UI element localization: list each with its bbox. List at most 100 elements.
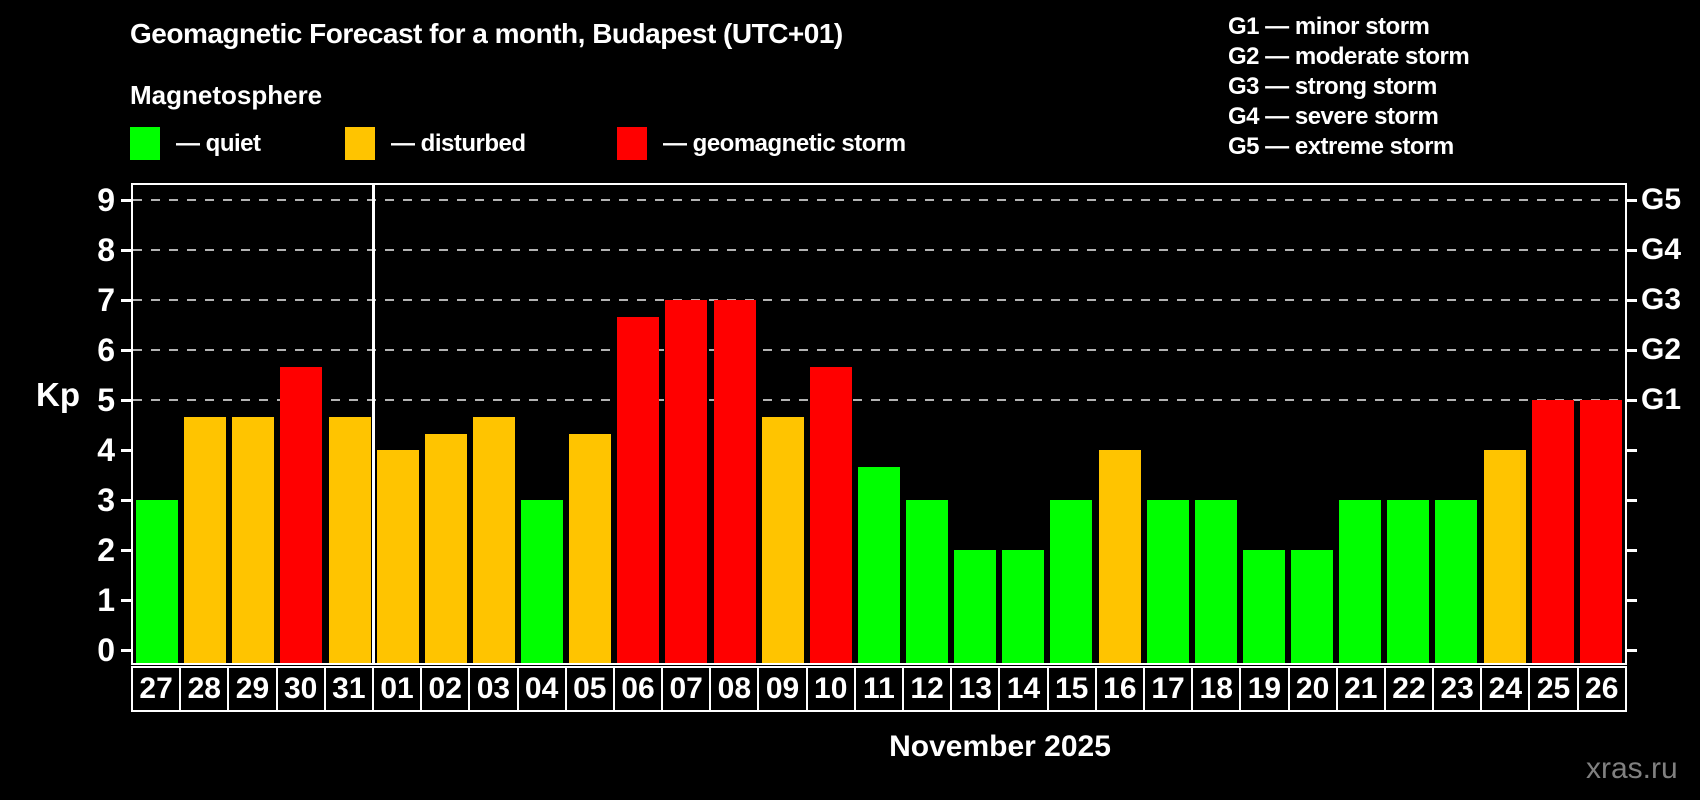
y-axis-tick-right-5 (1627, 399, 1637, 402)
legend-item-disturbed: — disturbed (345, 127, 526, 160)
bar-slot-26 (1577, 185, 1625, 663)
bar-slot-15 (1047, 185, 1095, 663)
bar-slot-11 (855, 185, 903, 663)
kp-bar-16 (1098, 450, 1141, 663)
y-axis-tick-left-6 (121, 349, 131, 352)
y-axis-label-1: 1 (97, 582, 115, 618)
storm-color-swatch-icon (617, 127, 647, 160)
date-label-23: 23 (1432, 666, 1483, 712)
g-legend-line-g2: G2 — moderate storm (1228, 43, 1470, 70)
bars-container (133, 185, 1625, 663)
date-label-30: 30 (275, 666, 326, 712)
date-label-04: 04 (516, 666, 567, 712)
gridline-kp9 (133, 199, 1625, 201)
date-label-25: 25 (1528, 666, 1579, 712)
gridline-kp7 (133, 299, 1625, 301)
y-axis-label-8: 8 (97, 232, 115, 268)
bar-slot-04 (518, 185, 566, 663)
date-label-06: 06 (612, 666, 664, 712)
kp-bar-23 (1435, 500, 1478, 663)
kp-bar-30 (280, 366, 323, 663)
bar-slot-03 (470, 185, 518, 663)
g-level-label-g5: G5 (1641, 183, 1682, 216)
g-level-label-g4: G4 (1641, 233, 1682, 266)
bar-slot-19 (1240, 185, 1288, 663)
kp-bar-05 (569, 433, 612, 663)
kp-bar-09 (761, 416, 804, 663)
kp-bar-24 (1483, 450, 1526, 663)
kp-bar-08 (713, 300, 756, 663)
y-axis-label-3: 3 (97, 482, 115, 518)
bar-slot-14 (999, 185, 1047, 663)
bar-slot-29 (229, 185, 277, 663)
kp-bar-31 (328, 416, 371, 663)
date-label-14: 14 (998, 666, 1049, 712)
date-label-16: 16 (1094, 666, 1145, 712)
kp-bar-14 (1002, 550, 1045, 663)
bar-slot-01 (374, 185, 422, 663)
month-boundary-line (372, 185, 376, 663)
bar-slot-24 (1481, 185, 1529, 663)
kp-bar-29 (232, 416, 275, 663)
y-axis-tick-left-4 (121, 449, 131, 452)
kp-bar-01 (376, 450, 419, 663)
page-title: Geomagnetic Forecast for a month, Budape… (130, 18, 843, 49)
legend-item-quiet: — quiet (130, 127, 261, 160)
kp-bar-03 (472, 416, 515, 663)
date-label-12: 12 (902, 666, 953, 712)
bar-slot-09 (759, 185, 807, 663)
y-axis-tick-left-8 (121, 249, 131, 252)
g-scale-legend: G1 — minor storm G2 — moderate storm G3 … (1228, 12, 1470, 162)
date-label-05: 05 (564, 666, 615, 712)
kp-bar-06 (617, 316, 660, 663)
y-axis-tick-left-5 (121, 399, 131, 402)
kp-bar-27 (136, 500, 179, 663)
legend-label-quiet: — quiet (176, 129, 261, 157)
kp-bar-02 (424, 433, 467, 663)
date-label-01: 01 (371, 666, 423, 712)
x-axis-date-row: 27 28 29 30 31 01 02 03 04 05 06 07 08 09 10 11 12 13 14 15… (131, 666, 1627, 712)
watermark: xras.ru (1586, 752, 1678, 785)
bar-slot-08 (711, 185, 759, 663)
date-label-28: 28 (179, 666, 230, 712)
bar-slot-06 (614, 185, 662, 663)
date-label-22: 22 (1383, 666, 1435, 712)
y-axis-label-9: 9 (97, 182, 115, 218)
kp-bar-17 (1146, 500, 1189, 663)
disturbed-color-swatch-icon (345, 127, 375, 160)
bar-slot-02 (422, 185, 470, 663)
kp-bar-12 (906, 500, 949, 663)
date-label-20: 20 (1287, 666, 1338, 712)
bar-slot-18 (1192, 185, 1240, 663)
date-label-07: 07 (661, 666, 712, 712)
date-label-31: 31 (323, 666, 374, 712)
legend-item-storm: — geomagnetic storm (617, 127, 906, 160)
kp-bar-11 (857, 466, 900, 663)
date-label-27: 27 (131, 666, 182, 712)
bar-slot-05 (566, 185, 614, 663)
y-axis-label-2: 2 (97, 532, 115, 568)
g-level-label-g3: G3 (1641, 283, 1682, 316)
date-label-10: 10 (805, 666, 856, 712)
kp-bar-13 (954, 550, 997, 663)
date-label-17: 17 (1142, 666, 1194, 712)
chart-subtitle: Magnetosphere (130, 80, 323, 110)
y-axis-tick-left-2 (121, 549, 131, 552)
g-legend-line-g1: G1 — minor storm (1228, 13, 1430, 40)
g-legend-line-g3: G3 — strong storm (1228, 73, 1437, 100)
y-axis-tick-right-3 (1627, 499, 1637, 502)
g-legend-line-g5: G5 — extreme storm (1228, 133, 1454, 160)
y-axis-tick-right-2 (1627, 549, 1637, 552)
bar-slot-23 (1432, 185, 1480, 663)
date-label-18: 18 (1191, 666, 1242, 712)
legend-label-disturbed: — disturbed (391, 129, 526, 157)
kp-bar-28 (184, 416, 227, 663)
date-label-21: 21 (1335, 666, 1386, 712)
kp-bar-19 (1242, 550, 1285, 663)
bar-slot-07 (662, 185, 710, 663)
date-label-15: 15 (1046, 666, 1097, 712)
y-axis-tick-left-9 (121, 199, 131, 202)
bar-slot-20 (1288, 185, 1336, 663)
kp-bar-20 (1291, 550, 1334, 663)
gridline-kp5 (133, 399, 1625, 401)
